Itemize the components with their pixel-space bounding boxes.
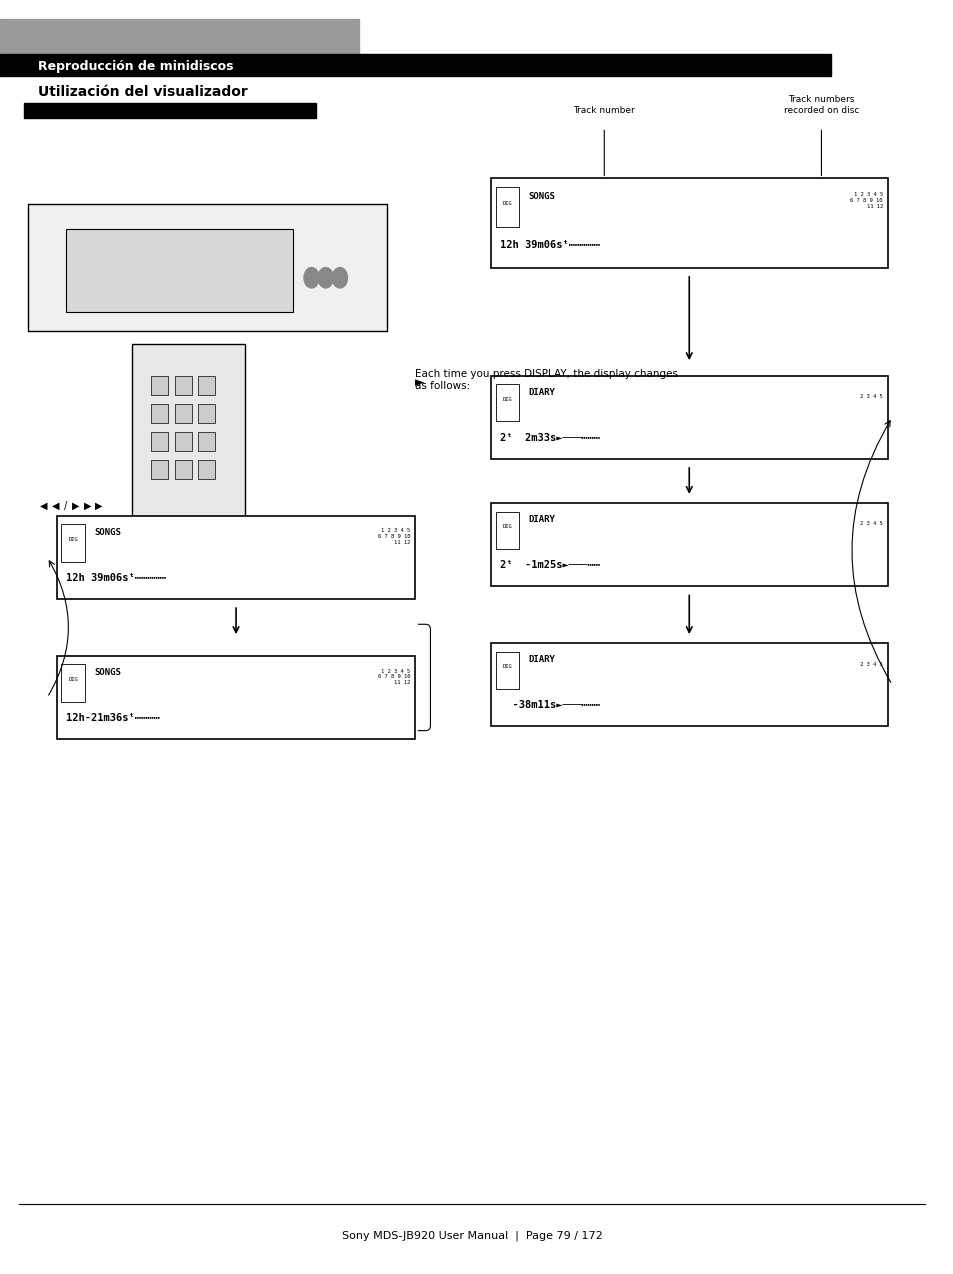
- FancyBboxPatch shape: [491, 643, 886, 726]
- Text: Each time you press DISPLAY, the display changes
as follows:: Each time you press DISPLAY, the display…: [415, 369, 678, 391]
- FancyBboxPatch shape: [56, 656, 415, 739]
- Text: Track number: Track number: [573, 106, 635, 115]
- Bar: [198, 404, 215, 423]
- Text: ►: ►: [415, 376, 425, 389]
- Text: $\blacktriangleleft\blacktriangleleft$ / $\blacktriangleright\blacktriangleright: $\blacktriangleleft\blacktriangleleft$ /…: [38, 499, 104, 512]
- Text: 12h-21m36sᵗ⋯⋯⋯⋯: 12h-21m36sᵗ⋯⋯⋯⋯: [66, 713, 160, 724]
- Bar: [174, 404, 192, 423]
- FancyBboxPatch shape: [491, 178, 886, 268]
- Text: SONGS: SONGS: [528, 191, 555, 201]
- Bar: [496, 385, 518, 422]
- Circle shape: [332, 268, 347, 288]
- Bar: [496, 187, 518, 227]
- Circle shape: [304, 268, 319, 288]
- Bar: [496, 512, 518, 549]
- Text: 1 2 3 4 5
6 7 8 9 10
11 12: 1 2 3 4 5 6 7 8 9 10 11 12: [849, 192, 882, 209]
- Bar: [61, 665, 85, 702]
- Bar: [174, 376, 192, 395]
- Bar: [174, 460, 192, 479]
- Text: DIG: DIG: [502, 664, 512, 669]
- Text: Reproducción de minidiscos: Reproducción de minidiscos: [38, 60, 233, 73]
- Bar: [151, 404, 168, 423]
- FancyBboxPatch shape: [491, 376, 886, 459]
- Bar: [151, 376, 168, 395]
- Text: 23 | (Continúa): 23 | (Continúa): [849, 61, 933, 71]
- Bar: [29, 204, 387, 331]
- Bar: [61, 525, 85, 562]
- Text: DIG: DIG: [502, 396, 512, 401]
- FancyBboxPatch shape: [56, 516, 415, 599]
- Text: Utilización del visualizador: Utilización del visualizador: [38, 85, 247, 99]
- Text: DIARY: DIARY: [528, 515, 555, 525]
- Bar: [132, 344, 245, 541]
- Text: 2ᵗ  -1m25s►───⋯⋯: 2ᵗ -1m25s►───⋯⋯: [500, 561, 599, 571]
- Text: SONGS: SONGS: [94, 668, 121, 678]
- Text: SONGS: SONGS: [94, 527, 121, 538]
- Text: 12h 39m06sᵗ⋯⋯⋯⋯⋯: 12h 39m06sᵗ⋯⋯⋯⋯⋯: [66, 573, 166, 583]
- Text: DIARY: DIARY: [528, 655, 555, 665]
- Bar: [174, 432, 192, 451]
- FancyBboxPatch shape: [491, 503, 886, 586]
- Text: 2 3 4 5: 2 3 4 5: [860, 521, 882, 526]
- Text: Track numbers
recorded on disc: Track numbers recorded on disc: [783, 96, 859, 115]
- Text: 12h 39m06sᵗ⋯⋯⋯⋯⋯: 12h 39m06sᵗ⋯⋯⋯⋯⋯: [500, 241, 599, 250]
- Bar: [198, 460, 215, 479]
- Text: DIG: DIG: [502, 201, 512, 206]
- Bar: [151, 460, 168, 479]
- Circle shape: [318, 268, 333, 288]
- Bar: [198, 432, 215, 451]
- Bar: [24, 103, 316, 118]
- Text: 2ᵗ  2m33s►───⋯⋯⋯: 2ᵗ 2m33s►───⋯⋯⋯: [500, 433, 599, 443]
- Text: 1 2 3 4 5
6 7 8 9 10
11 12: 1 2 3 4 5 6 7 8 9 10 11 12: [377, 669, 411, 685]
- Text: 2 3 4 5: 2 3 4 5: [860, 394, 882, 399]
- Bar: [198, 376, 215, 395]
- Text: DIG: DIG: [69, 536, 78, 541]
- Text: 2 3 4 5: 2 3 4 5: [860, 661, 882, 666]
- Text: DIG: DIG: [69, 676, 78, 682]
- Text: DIARY: DIARY: [528, 387, 555, 397]
- Text: 1 2 3 4 5
6 7 8 9 10
11 12: 1 2 3 4 5 6 7 8 9 10 11 12: [377, 529, 411, 545]
- Text: Sony MDS-JB920 User Manual  |  Page 79 / 172: Sony MDS-JB920 User Manual | Page 79 / 1…: [341, 1231, 602, 1241]
- Text: DIG: DIG: [502, 524, 512, 529]
- Bar: [0, 19, 358, 55]
- Bar: [0, 54, 830, 76]
- Bar: [496, 652, 518, 689]
- Bar: [151, 432, 168, 451]
- Text: -38m11s►───⋯⋯⋯: -38m11s►───⋯⋯⋯: [500, 701, 599, 711]
- Bar: [66, 229, 293, 312]
